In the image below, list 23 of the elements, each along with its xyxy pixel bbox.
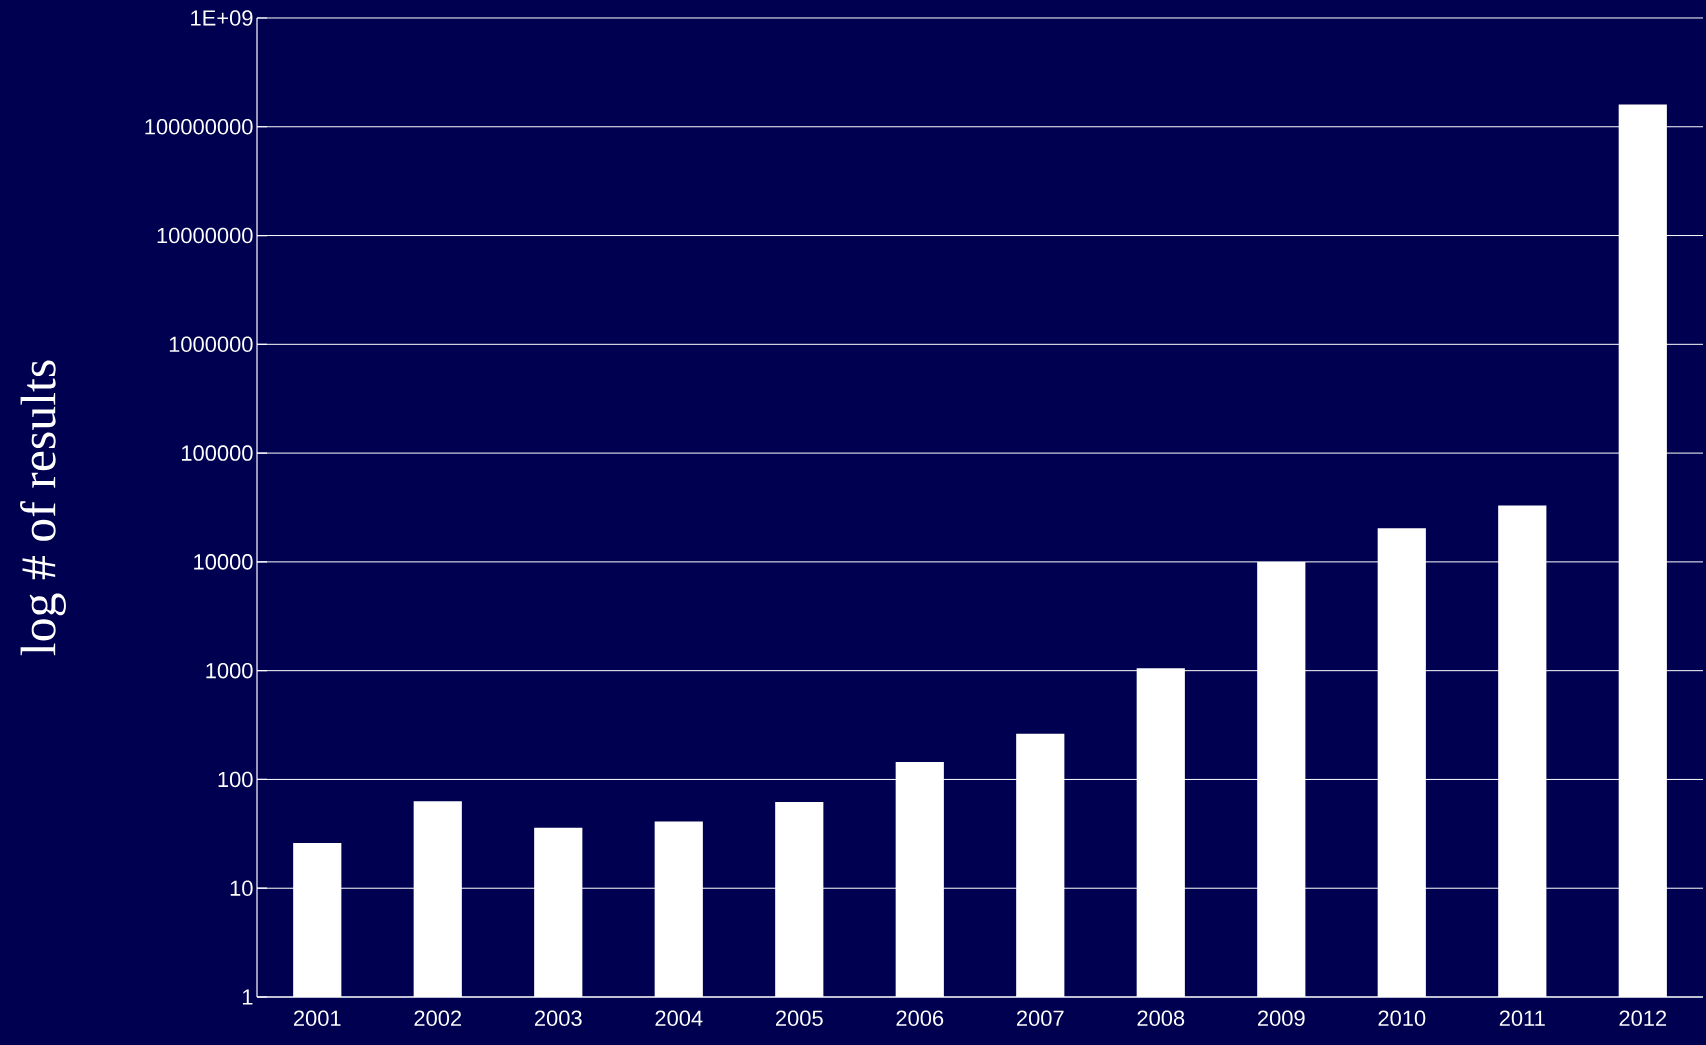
y-tick-label: 100000000: [145, 118, 253, 135]
x-tick-label: 2010: [1378, 1010, 1426, 1026]
y-tick-label: 10000000: [157, 227, 253, 244]
x-tick-label: 2011: [1499, 1010, 1545, 1026]
x-tick-label: 2008: [1137, 1010, 1185, 1026]
x-tick-label: 2003: [534, 1010, 582, 1026]
x-tick-label: 2012: [1619, 1010, 1667, 1026]
x-tick-label: 2001: [293, 1010, 341, 1026]
y-axis-title: log # of results: [20, 360, 66, 656]
x-tick-label: 2006: [896, 1010, 944, 1026]
y-tick-label: 1E+09: [191, 10, 253, 26]
x-tick-label: 2004: [655, 1010, 703, 1026]
y-tick-label: 100: [218, 771, 253, 788]
x-tick-label: 2005: [776, 1010, 823, 1026]
y-tick-label: 100000: [182, 445, 253, 461]
x-tick-label: 2007: [1017, 1010, 1064, 1026]
y-tick-label: 10: [230, 880, 253, 896]
x-tick-label: 2009: [1258, 1010, 1305, 1026]
y-tick-label: 1: [242, 989, 253, 1005]
y-tick-label: 10000: [194, 554, 253, 570]
y-tick-label: 1000: [206, 662, 253, 679]
x-tick-label: 2002: [414, 1010, 462, 1026]
y-tick-label: 1000000: [169, 336, 253, 353]
